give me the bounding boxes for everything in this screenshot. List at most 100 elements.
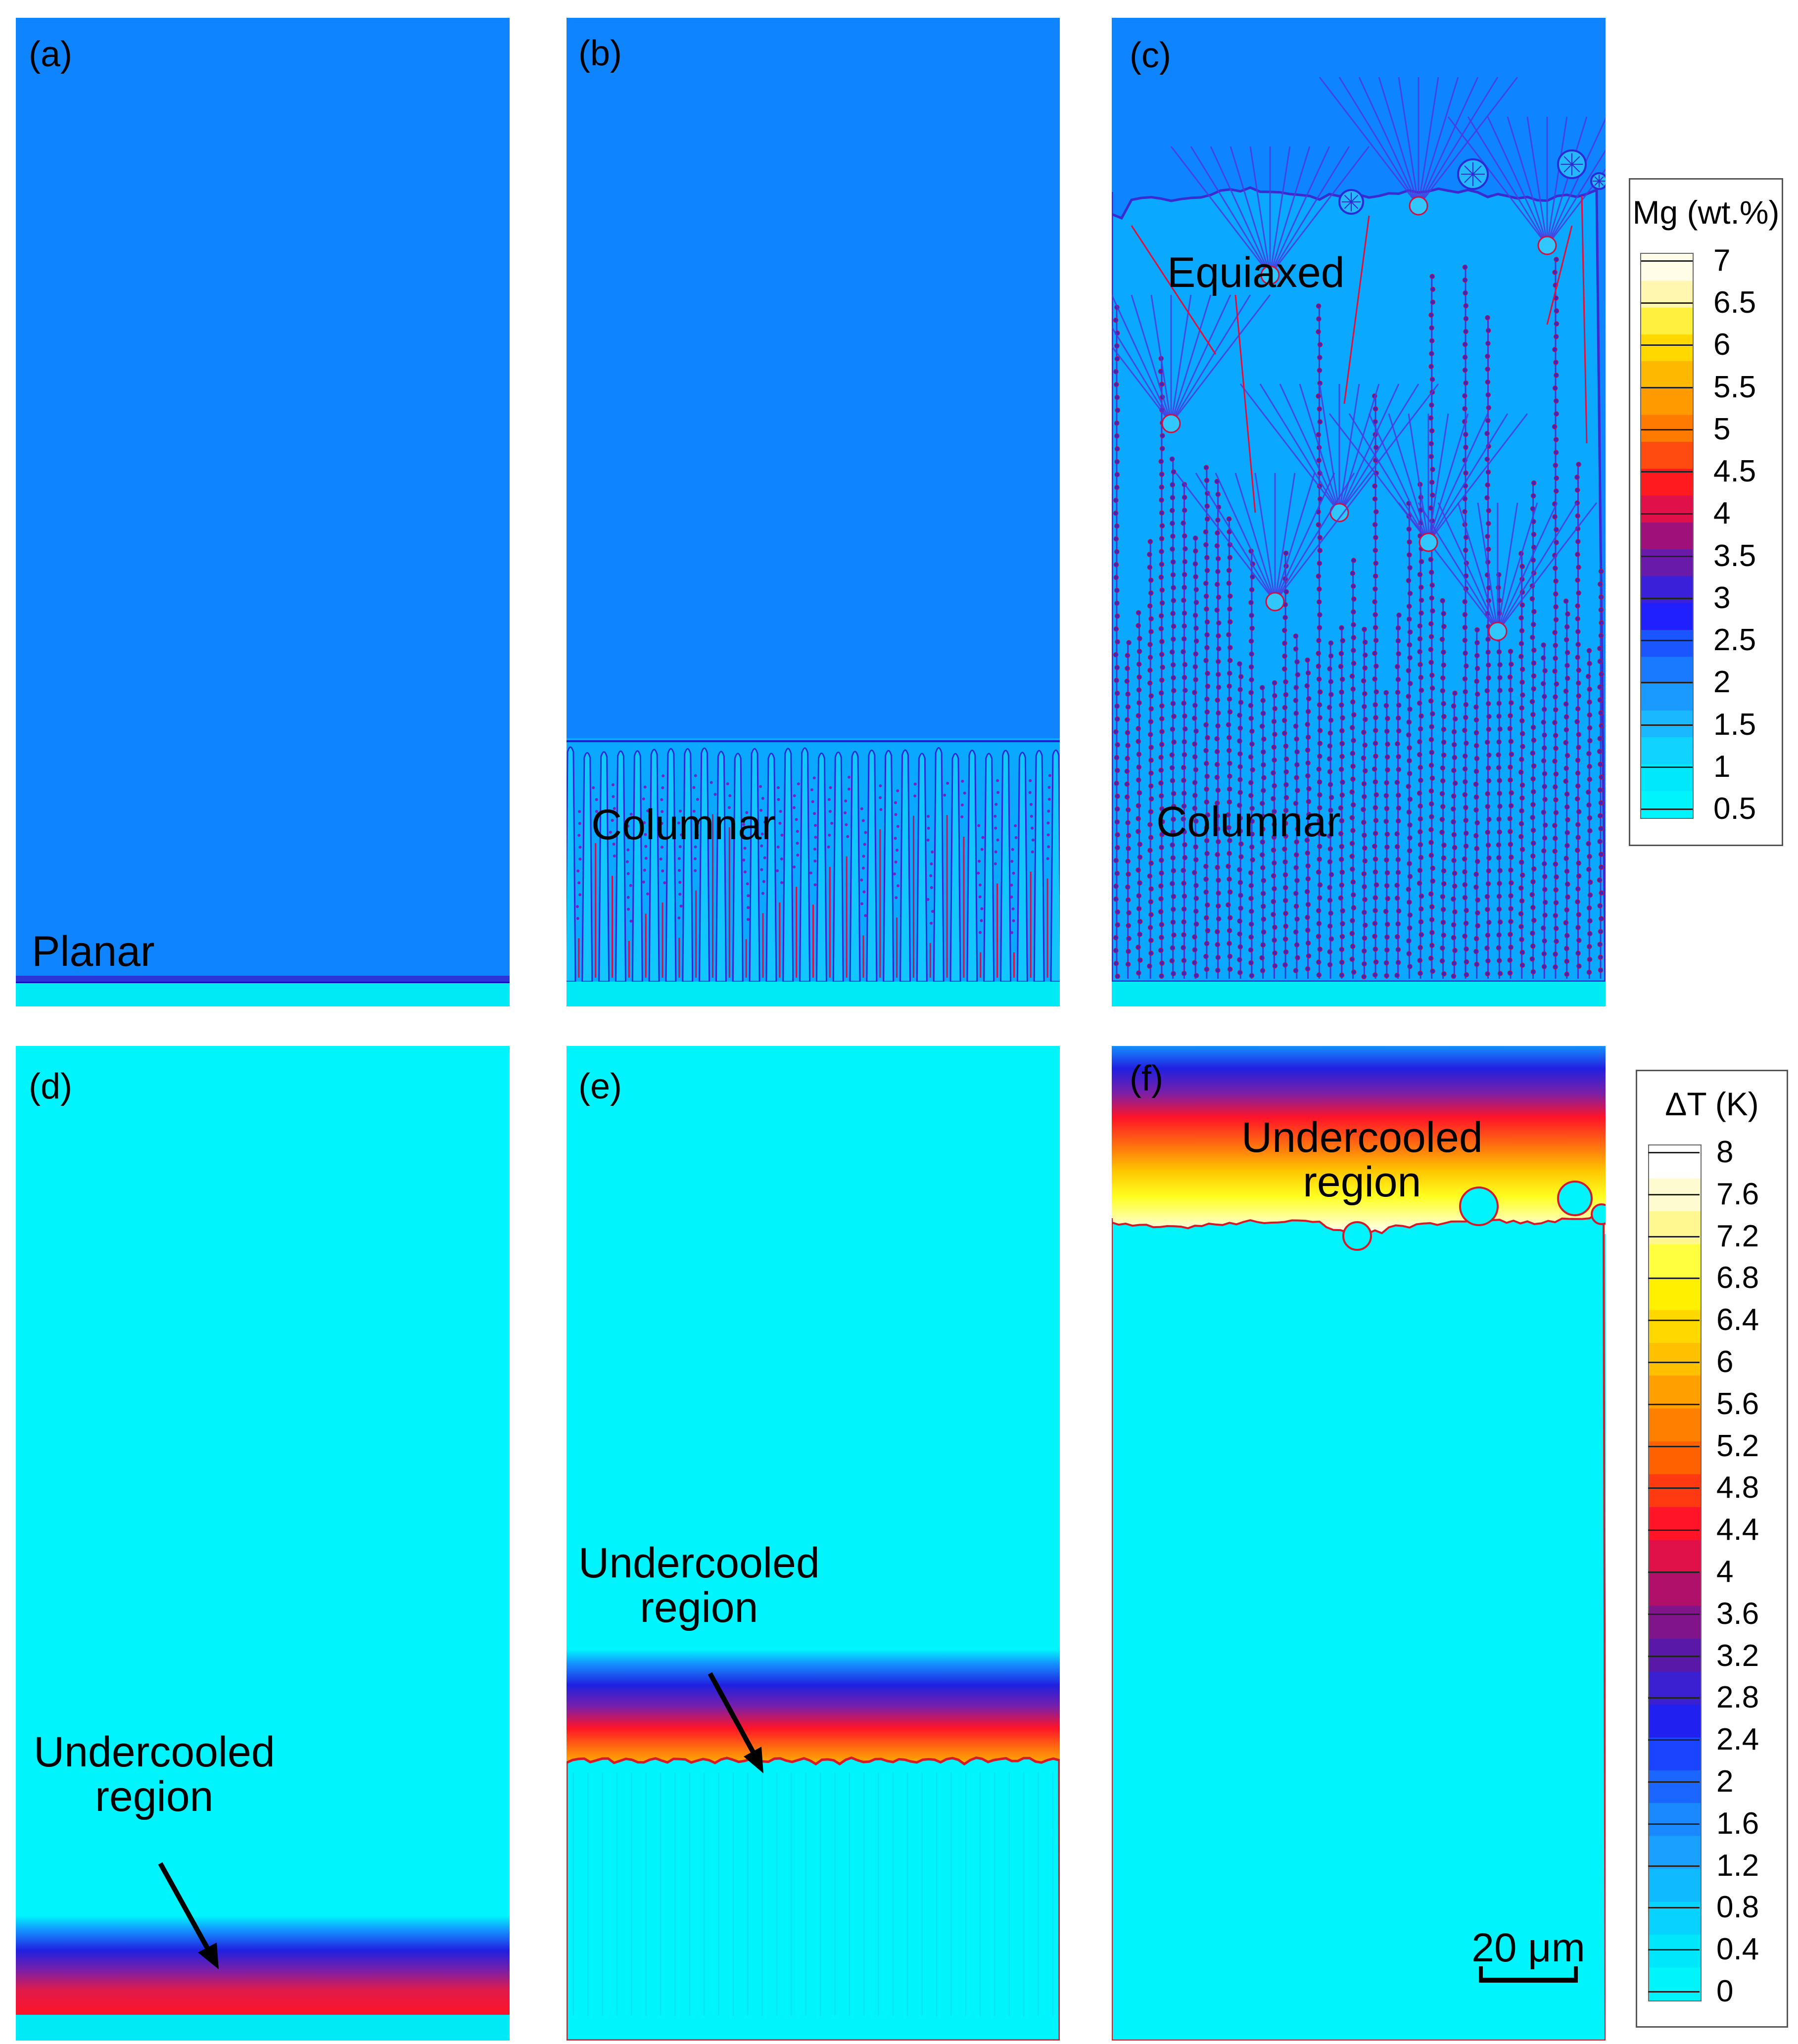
- equiaxed-arm: [1571, 164, 1580, 173]
- interdendritic-dot: [1204, 503, 1210, 509]
- interdendritic-dot: [1462, 895, 1468, 901]
- segregation-dot: [612, 783, 615, 786]
- interdendritic-dot: [1328, 653, 1334, 659]
- interdendritic-dot: [1407, 642, 1413, 648]
- segregation-dot: [1046, 821, 1050, 825]
- interdendritic-dot: [1137, 932, 1142, 937]
- interdendritic-dot: [1305, 876, 1311, 882]
- interdendritic-dot: [1451, 793, 1457, 799]
- interdendritic-dot: [1203, 953, 1209, 959]
- interdendritic-dot: [1464, 907, 1469, 913]
- interdendritic-dot: [1159, 510, 1165, 516]
- legend-tick-label: 3.6: [1716, 1596, 1759, 1631]
- interdendritic-dot: [1531, 621, 1536, 627]
- interdendritic-dot: [1147, 667, 1153, 673]
- interdendritic-dot: [1305, 747, 1311, 753]
- segregation-dot: [679, 904, 683, 908]
- interdendritic-dot: [1430, 467, 1435, 472]
- interdendritic-dot: [1598, 954, 1603, 960]
- interdendritic-dot: [1317, 535, 1323, 540]
- interdendritic-dot: [1462, 264, 1468, 270]
- interdendritic-dot: [1181, 700, 1186, 706]
- interdendritic-dot: [1148, 758, 1154, 763]
- segregation-dot: [678, 881, 682, 884]
- interdendritic-dot: [1261, 788, 1266, 793]
- interdendritic-dot: [1159, 523, 1165, 528]
- interdendritic-dot: [1249, 844, 1255, 850]
- interdendritic-dot: [1440, 765, 1446, 771]
- dendrite-arm: [899, 749, 911, 983]
- dendrite-branch: [1112, 294, 1172, 424]
- dendrite-branch: [1215, 473, 1276, 602]
- interdendritic-dot: [1439, 791, 1445, 797]
- segregation-dot: [692, 809, 696, 813]
- segregation-dot: [629, 919, 633, 923]
- interdendritic-dot: [1486, 752, 1492, 758]
- interdendritic-dot: [1283, 756, 1289, 762]
- interdendritic-dot: [1192, 793, 1198, 798]
- interdendritic-dot: [1294, 878, 1300, 883]
- interdendritic-dot: [1283, 692, 1289, 698]
- dendrite-branch: [1427, 413, 1489, 543]
- dendrite-arm: [832, 751, 844, 983]
- interdendritic-dot: [1429, 479, 1435, 485]
- segregation-dot: [613, 807, 616, 810]
- interdendritic-dot: [1317, 754, 1323, 759]
- interdendritic-dot: [1463, 779, 1468, 785]
- interdendritic-dot: [1351, 712, 1357, 717]
- interdendritic-dot: [1328, 717, 1334, 723]
- interdendritic-dot: [1183, 687, 1188, 693]
- interdendritic-dot: [1428, 660, 1434, 665]
- interdendritic-dot: [1125, 884, 1131, 890]
- interdendritic-dot: [1338, 766, 1344, 772]
- interdendritic-dot: [1497, 881, 1502, 886]
- interdendritic-dot: [1316, 458, 1322, 463]
- interdendritic-dot: [1587, 931, 1593, 937]
- interdendritic-dot: [1429, 930, 1435, 935]
- segregation-dot: [747, 894, 750, 898]
- interdendritic-dot: [1283, 910, 1288, 916]
- interdendritic-dot: [1272, 860, 1277, 866]
- dendrite-arm: [1033, 750, 1045, 983]
- segregation-dot: [994, 803, 998, 806]
- interdendritic-dot: [1554, 411, 1559, 417]
- interdendritic-dot: [1248, 690, 1254, 696]
- dendrite-branch: [1507, 116, 1548, 246]
- interdendritic-dot: [1406, 668, 1412, 673]
- interdendritic-dot: [1531, 493, 1536, 499]
- interdendritic-dot: [1372, 895, 1378, 901]
- panel-d-field: [16, 1046, 510, 2041]
- segregation-dot: [996, 779, 999, 782]
- interdendritic-dot: [1452, 690, 1458, 696]
- dendrite-branch: [1338, 383, 1439, 513]
- interdendritic-dot: [1428, 364, 1434, 369]
- interdendritic-dot: [1305, 850, 1310, 856]
- interdendritic-dot: [1282, 846, 1287, 852]
- interdendritic-dot: [1406, 938, 1412, 944]
- interdendritic-dot: [1575, 770, 1581, 776]
- interdendritic-dot: [1282, 859, 1288, 865]
- interdendritic-dot: [1215, 826, 1221, 832]
- interdendritic-dot: [1372, 869, 1378, 875]
- equiaxed-nucleus: [1459, 1187, 1499, 1226]
- interdendritic-dot: [1486, 868, 1492, 874]
- interdendritic-dot: [1597, 787, 1603, 793]
- interdendritic-dot: [1158, 948, 1164, 953]
- interdendritic-dot: [1530, 930, 1535, 936]
- interdendritic-dot: [1406, 809, 1412, 815]
- interdendritic-dot: [1283, 550, 1289, 556]
- interdendritic-dot: [1531, 609, 1537, 615]
- dendrite-branch: [1170, 146, 1271, 276]
- interdendritic-dot: [1406, 887, 1412, 892]
- interdendritic-dot: [1147, 732, 1153, 737]
- interdendritic-dot: [1293, 685, 1299, 690]
- dendrite-branch: [1358, 77, 1419, 206]
- segregation-dot: [660, 822, 663, 825]
- interdendritic-dot: [1531, 840, 1536, 846]
- dendrite-branch: [1447, 116, 1548, 246]
- interdendritic-dot: [1115, 742, 1120, 748]
- interdendritic-dot: [1396, 818, 1401, 824]
- interdendritic-dot: [1114, 755, 1120, 761]
- interdendritic-dot: [1384, 780, 1389, 786]
- interdendritic-dot: [1182, 494, 1187, 500]
